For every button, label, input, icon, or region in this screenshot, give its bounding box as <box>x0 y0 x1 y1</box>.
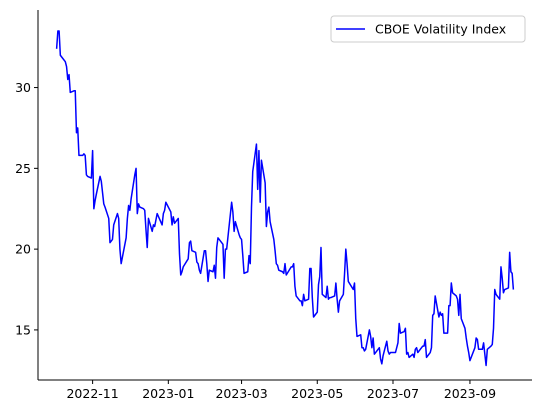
x-tick-label: 2023-01 <box>142 386 194 401</box>
y-tick-label: 25 <box>15 161 31 176</box>
series-line-0 <box>55 30 515 367</box>
series-layer <box>55 30 515 367</box>
x-tick-label: 2023-07 <box>367 386 419 401</box>
y-tick-label: 30 <box>15 80 31 95</box>
x-tick-label: 2023-09 <box>444 386 496 401</box>
x-axis-ticks: 2022-11 2023-01 2023-03 2023-05 2023-07 2023-… <box>66 380 496 401</box>
legend-frame <box>330 15 526 43</box>
y-tick-label: 20 <box>15 242 31 257</box>
y-tick-label: 15 <box>15 322 31 337</box>
axes <box>37 10 532 381</box>
legend-label: CBOE Volatility Index <box>375 22 506 37</box>
x-tick-label: 2023-05 <box>291 386 343 401</box>
y-axis-ticks: 15 20 25 30 <box>15 80 38 337</box>
legend: CBOE Volatility Index <box>330 15 526 43</box>
x-tick-label: 2022-11 <box>66 386 118 401</box>
x-tick-label: 2023-03 <box>215 386 267 401</box>
